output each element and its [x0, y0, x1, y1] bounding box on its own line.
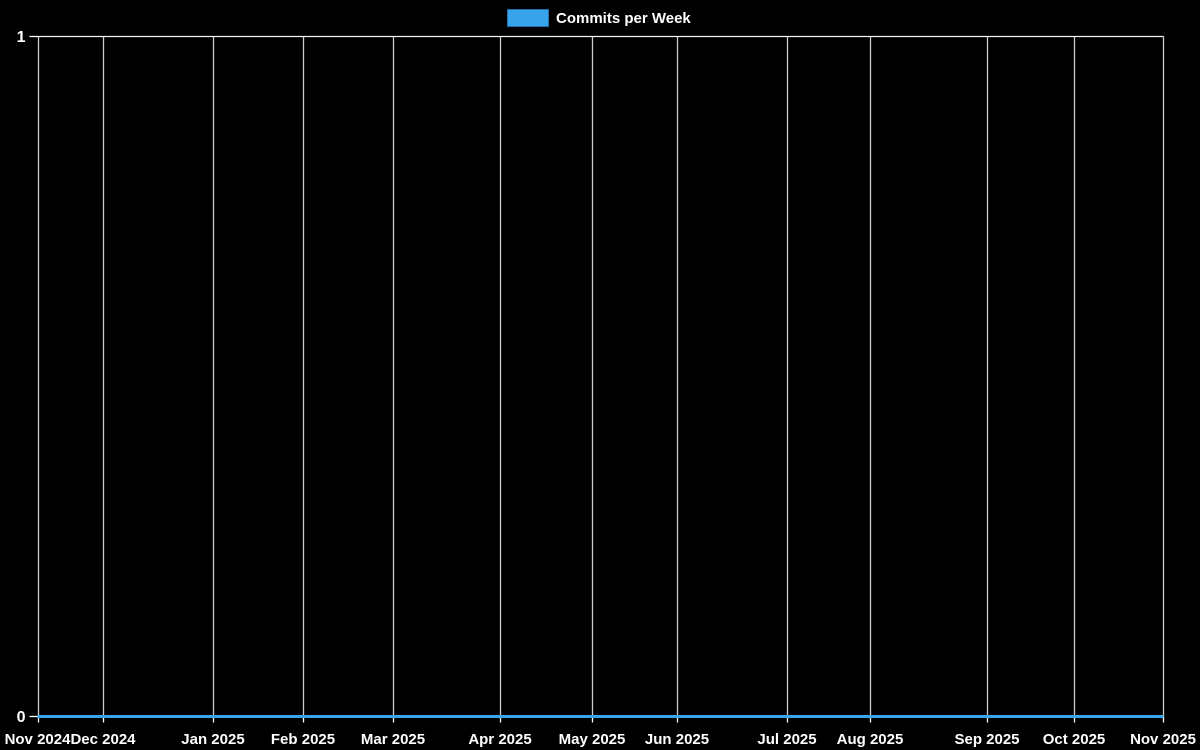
svg-text:1: 1 — [17, 29, 26, 46]
svg-text:Dec 2024: Dec 2024 — [70, 731, 136, 748]
svg-text:Mar 2025: Mar 2025 — [361, 731, 425, 748]
svg-text:Apr 2025: Apr 2025 — [468, 731, 531, 748]
svg-text:Aug 2025: Aug 2025 — [837, 731, 904, 748]
svg-text:Jul 2025: Jul 2025 — [757, 731, 816, 748]
svg-text:Oct 2025: Oct 2025 — [1043, 731, 1106, 748]
svg-text:May 2025: May 2025 — [559, 731, 626, 748]
svg-text:Feb 2025: Feb 2025 — [271, 731, 335, 748]
svg-text:0: 0 — [17, 709, 26, 726]
svg-text:Jan 2025: Jan 2025 — [181, 731, 244, 748]
svg-text:Nov 2025: Nov 2025 — [1130, 731, 1196, 748]
svg-text:Jun 2025: Jun 2025 — [645, 731, 709, 748]
svg-text:Nov 2024: Nov 2024 — [5, 731, 72, 748]
svg-text:Sep 2025: Sep 2025 — [954, 731, 1019, 748]
